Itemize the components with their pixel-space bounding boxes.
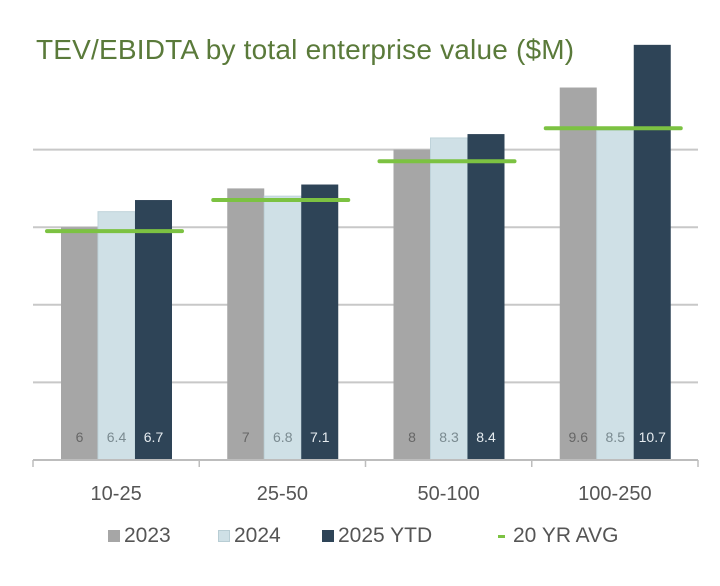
data-label: 6.7 (144, 429, 164, 445)
bar-2024 (430, 137, 468, 461)
x-tick-label: 25-50 (257, 483, 308, 505)
bar-2024 (263, 195, 302, 461)
bar-2024 (596, 129, 635, 461)
data-label: 9.6 (569, 429, 589, 445)
legend: 2023 2024 2025 YTD 20 YR AVG (0, 524, 720, 554)
bar-2025-ytd (301, 184, 339, 460)
legend-item-2023: 2023 (108, 524, 171, 548)
legend-label: 2025 YTD (338, 524, 433, 547)
data-label: 8.4 (476, 429, 496, 445)
x-tick-label: 50-100 (417, 483, 479, 505)
x-tick-label: 100-250 (578, 483, 651, 505)
legend-swatch-2023 (108, 530, 120, 542)
data-label: 6.8 (273, 429, 293, 445)
legend-item-20-yr-avg: 20 YR AVG (498, 524, 618, 548)
legend-item-2024: 2024 (218, 524, 281, 548)
data-label: 6.4 (107, 429, 127, 445)
data-label: 8 (408, 429, 416, 445)
data-label: 8.5 (606, 429, 626, 445)
legend-label: 2024 (234, 524, 281, 547)
bar-2025-ytd (633, 44, 671, 461)
legend-swatch-2025-ytd (322, 530, 334, 542)
data-label: 7.1 (310, 429, 330, 445)
x-tick-label: 10-25 (91, 483, 142, 505)
data-label: 7 (242, 429, 250, 445)
bar-2024 (97, 211, 136, 461)
legend-swatch-2024 (218, 530, 230, 542)
legend-label: 2023 (124, 524, 171, 547)
bar-2025-ytd (135, 200, 172, 461)
bar-2023 (61, 227, 98, 460)
bar-2023 (559, 87, 597, 461)
data-label: 6 (76, 429, 84, 445)
legend-item-2025-ytd: 2025 YTD (322, 524, 432, 548)
data-label: 10.7 (639, 429, 666, 445)
bar-2023 (393, 149, 431, 460)
chart-title: TEV/EBIDTA by total enterprise value ($M… (36, 34, 575, 65)
legend-dash-20-yr-avg (498, 534, 505, 538)
legend-label: 20 YR AVG (513, 524, 619, 547)
bar-2023 (227, 188, 265, 460)
data-label: 8.3 (439, 429, 459, 445)
bar-2025-ytd (467, 134, 505, 460)
